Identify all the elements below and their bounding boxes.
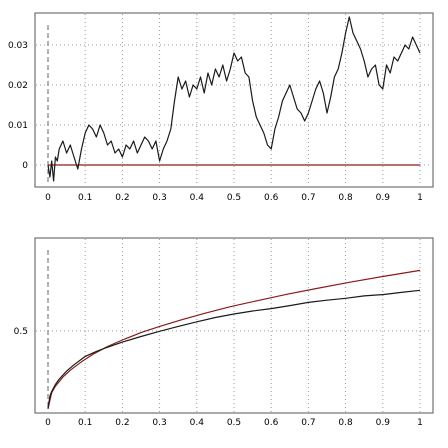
x-tick-label: 0.3 xyxy=(152,418,166,428)
x-tick-label: 1 xyxy=(417,193,423,203)
x-tick-label: 0.4 xyxy=(190,193,205,203)
x-tick-label: 0.8 xyxy=(338,418,353,428)
x-tick-label: 0.3 xyxy=(152,193,166,203)
reference-curve-line xyxy=(47,269,421,409)
y-tick-label: 0.02 xyxy=(8,81,28,91)
plot-frame xyxy=(34,237,434,414)
x-tick-label: 0.6 xyxy=(264,418,279,428)
bottom-chart: 0 0.1 0.2 0.3 0.4 0.5 0.6 0.7 0.8 0.9 1 0.5 xyxy=(14,237,434,428)
x-tick-label: 0.2 xyxy=(115,193,129,203)
x-tick-label: 0.5 xyxy=(227,418,241,428)
x-tick-label: 1 xyxy=(417,418,423,428)
x-tick-label: 0.7 xyxy=(301,193,315,203)
plot-frame xyxy=(34,12,434,188)
sample-path-line xyxy=(47,289,421,409)
y-tick-label: 0 xyxy=(22,161,28,171)
top-chart: 0 0.1 0.2 0.3 0.4 0.5 0.6 0.7 0.8 0.9 1 0 0.01 0.02 0.… xyxy=(8,12,434,203)
y-tick-label: 0.01 xyxy=(8,121,28,131)
x-tick-label: 0.1 xyxy=(78,193,92,203)
y-tick-label: 0.5 xyxy=(14,327,28,337)
x-tick-label: 0.1 xyxy=(78,418,92,428)
sample-path-line xyxy=(47,16,421,182)
x-tick-label: 0.5 xyxy=(227,193,241,203)
x-tick-label: 0.8 xyxy=(338,193,353,203)
x-tick-label: 0.6 xyxy=(264,193,279,203)
x-tick-label: 0.4 xyxy=(190,418,205,428)
x-tick-label: 0.9 xyxy=(376,193,391,203)
x-tick-label: 0.9 xyxy=(376,418,391,428)
x-tick-label: 0.7 xyxy=(301,418,315,428)
x-tick-label: 0 xyxy=(45,193,51,203)
x-tick-label: 0 xyxy=(45,418,51,428)
x-tick-label: 0.2 xyxy=(115,418,129,428)
y-tick-label: 0.03 xyxy=(8,41,28,51)
